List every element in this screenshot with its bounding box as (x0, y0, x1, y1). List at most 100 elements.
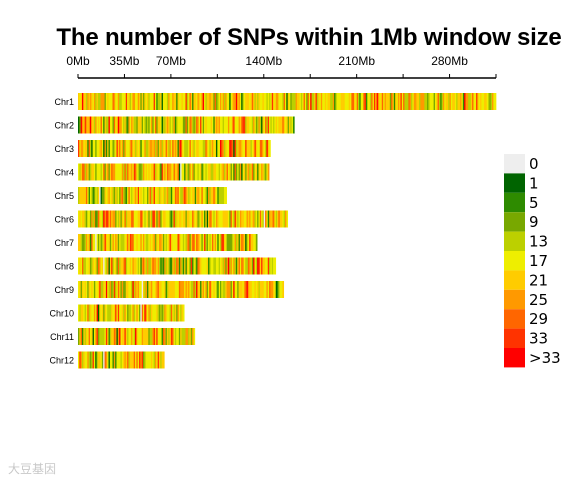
snp-window-cell (239, 234, 242, 251)
snp-window-cell (184, 140, 186, 157)
snp-window-cell (210, 140, 213, 157)
snp-window-cell (161, 234, 164, 251)
snp-window-cell (152, 163, 154, 181)
snp-window-cell (298, 93, 300, 110)
snp-window-cell (184, 257, 186, 275)
snp-window-cell (139, 210, 141, 228)
legend-swatch (504, 173, 525, 193)
snp-window-cell (235, 140, 238, 157)
snp-window-cell (150, 210, 153, 228)
snp-window-cell (147, 304, 149, 322)
snp-window-cell (200, 163, 202, 181)
snp-window-cell (157, 281, 160, 298)
snp-window-cell (355, 93, 358, 110)
snp-window-cell (269, 93, 271, 110)
snp-window-cell (87, 257, 89, 275)
snp-window-cell (99, 257, 101, 275)
snp-window-cell (373, 93, 376, 110)
snp-window-cell (225, 140, 227, 157)
snp-window-cell (174, 210, 177, 228)
snp-window-cell (269, 281, 271, 298)
snp-window-cell (135, 187, 137, 204)
snp-window-cell (204, 281, 206, 298)
snp-window-cell (131, 281, 133, 298)
snp-window-cell (214, 116, 217, 134)
snp-window-cell (173, 140, 176, 157)
snp-window-cell (103, 328, 105, 345)
snp-window-cell (166, 210, 169, 228)
snp-window-cell (108, 281, 111, 298)
snp-window-cell (148, 257, 151, 275)
snp-window-cell (193, 163, 196, 181)
snp-window-cell (81, 281, 84, 298)
snp-window-cell (105, 93, 108, 110)
snp-window-cell (251, 234, 254, 251)
snp-window-cell (250, 210, 253, 228)
snp-window-cell (197, 234, 200, 251)
snp-window-cell (162, 304, 165, 322)
snp-window-cell (119, 234, 121, 251)
snp-window-cell (95, 351, 97, 369)
snp-window-cell (237, 163, 239, 181)
snp-window-cell (206, 140, 209, 157)
snp-window-cell (202, 210, 205, 228)
snp-window-cell (404, 93, 407, 110)
snp-window-cell (129, 163, 132, 181)
snp-window-cell (160, 281, 162, 298)
snp-window-cell (168, 93, 170, 110)
snp-window-cell (158, 351, 161, 369)
snp-window-cell (285, 210, 287, 228)
snp-window-cell (371, 93, 373, 110)
snp-window-cell (109, 257, 112, 275)
snp-window-cell (109, 351, 112, 369)
snp-window-cell (271, 257, 274, 275)
snp-window-cell (79, 234, 82, 251)
snp-window-cell (188, 257, 190, 275)
snp-window-cell (338, 93, 340, 110)
snp-window-cell (397, 93, 400, 110)
snp-window-cell (182, 116, 185, 134)
snp-window-cell (132, 93, 135, 110)
snp-window-cell (219, 163, 222, 181)
snp-window-cell (441, 93, 444, 110)
snp-window-cell (124, 257, 127, 275)
snp-window-cell (140, 257, 143, 275)
snp-window-cell (157, 210, 160, 228)
snp-window-cell (108, 257, 111, 275)
snp-window-cell (125, 304, 128, 322)
snp-window-cell (247, 210, 250, 228)
snp-window-cell (460, 93, 462, 110)
snp-window-cell (178, 163, 181, 181)
snp-window-cell (139, 163, 141, 181)
snp-window-cell (108, 187, 111, 204)
snp-window-cell (121, 187, 124, 204)
snp-window-cell (326, 93, 328, 110)
snp-window-cell (185, 116, 188, 134)
snp-window-cell (192, 257, 194, 275)
snp-window-cell (246, 93, 249, 110)
snp-window-cell (140, 328, 143, 345)
snp-window-cell (101, 210, 104, 228)
snp-window-cell (139, 116, 141, 134)
snp-window-cell (255, 210, 258, 228)
snp-window-cell (153, 187, 156, 204)
snp-window-cell (119, 140, 121, 157)
snp-window-cell (174, 116, 177, 134)
snp-window-cell (87, 187, 89, 204)
snp-window-cell (150, 351, 153, 369)
snp-window-cell (95, 257, 97, 275)
snp-window-cell (372, 93, 375, 110)
snp-window-cell (250, 140, 253, 157)
snp-window-cell (204, 187, 206, 204)
snp-window-cell (85, 234, 88, 251)
snp-window-cell (217, 140, 220, 157)
snp-window-cell (257, 116, 259, 134)
snp-window-cell (269, 257, 271, 275)
snp-window-cell (242, 281, 245, 298)
snp-window-cell (237, 140, 239, 157)
snp-window-cell (189, 281, 192, 298)
snp-window-cell (81, 93, 84, 110)
snp-window-cell (97, 93, 100, 110)
snp-window-cell (135, 257, 137, 275)
snp-window-cell (205, 163, 208, 181)
